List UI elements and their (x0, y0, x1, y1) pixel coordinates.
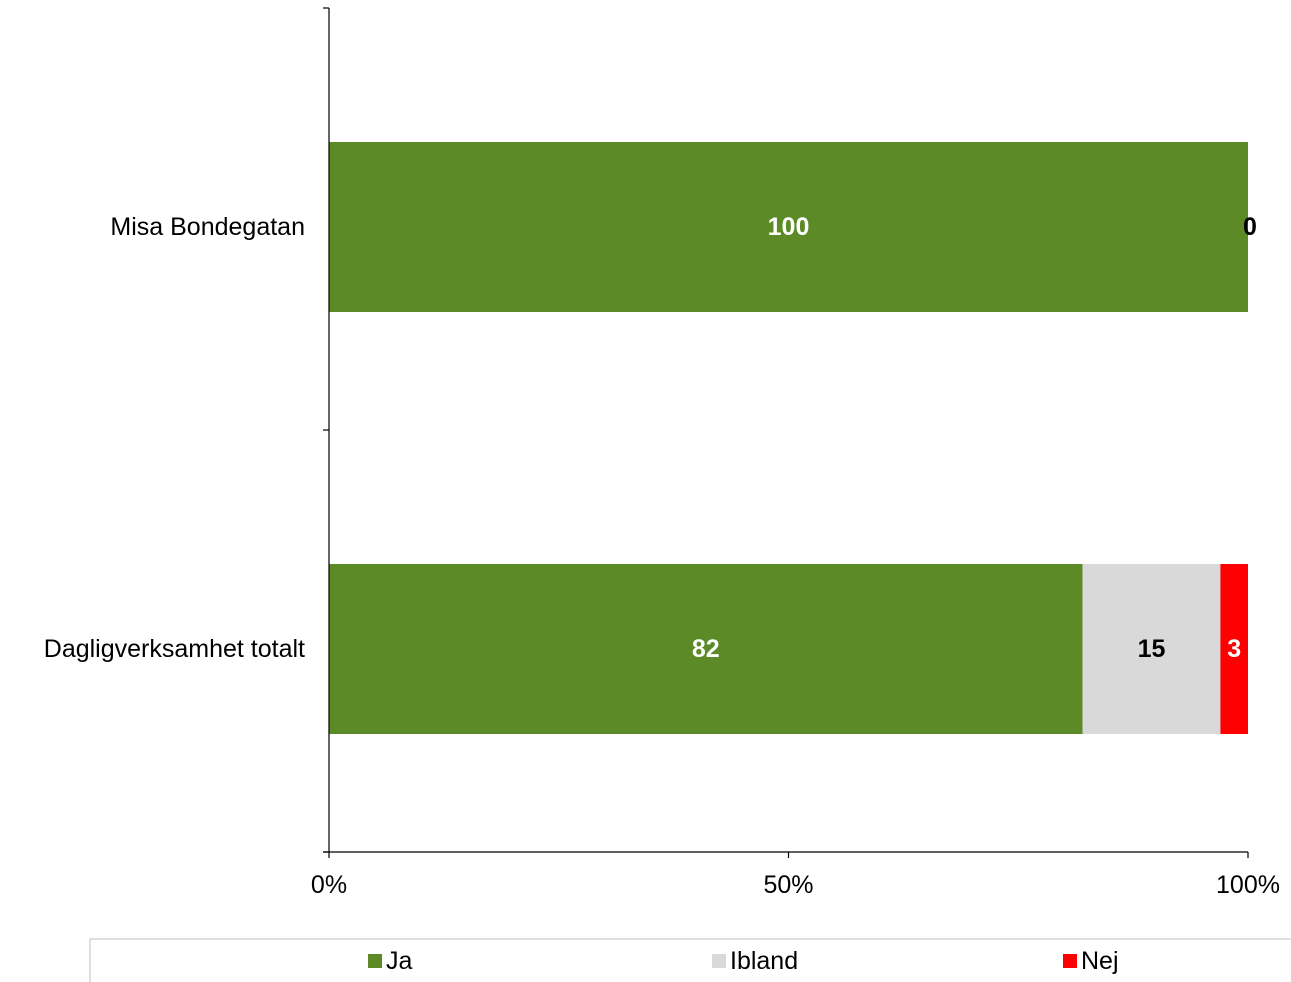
category-label-misa-bondegatan: Misa Bondegatan (110, 213, 305, 241)
data-label-ibland-misa-bondegatan: 0 (1243, 213, 1257, 241)
legend: Ja Ibland Nej (89, 938, 1291, 982)
x-ticks-layer: 0% 50% 100% (311, 852, 1280, 899)
bar-segment-ja-misa-bondegatan (329, 142, 1248, 312)
legend-swatch-ibland (712, 954, 726, 968)
data-label-ibland-dagligverksamhet-totalt: 15 (1138, 635, 1166, 663)
category-label-dagligverksamhet-totalt: Dagligverksamhet totalt (44, 635, 305, 663)
x-tick-label-0: 0% (311, 871, 347, 899)
data-labels-layer: 100 0 82 15 3 (692, 213, 1257, 663)
bar-segment-nej-dagligverksamhet-totalt (1220, 564, 1248, 734)
bar-segment-ja-dagligverksamhet-totalt (329, 564, 1083, 734)
x-tick-label-100: 100% (1216, 871, 1280, 899)
category-labels-layer: Misa Bondegatan Dagligverksamhet totalt (44, 213, 305, 663)
data-label-ja-misa-bondegatan: 100 (768, 213, 810, 241)
legend-label-ja: Ja (386, 947, 413, 975)
axes-layer (323, 7, 1248, 853)
data-label-nej-dagligverksamhet-totalt: 3 (1227, 635, 1241, 663)
bar-segment-ibland-dagligverksamhet-totalt (1082, 564, 1221, 734)
x-tick-label-50: 50% (763, 871, 813, 899)
legend-label-ibland: Ibland (730, 947, 798, 975)
bars-layer (329, 142, 1248, 734)
legend-swatch-nej (1063, 954, 1077, 968)
legend-label-nej: Nej (1081, 947, 1119, 975)
data-label-ja-dagligverksamhet-totalt: 82 (692, 635, 720, 663)
legend-swatch-ja (368, 954, 382, 968)
